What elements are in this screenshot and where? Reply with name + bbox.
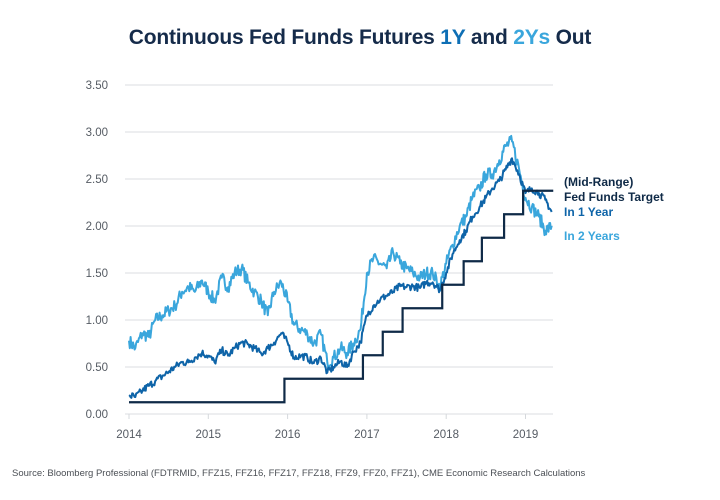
series-line-in-2-years	[128, 134, 553, 369]
x-tick-label: 2016	[275, 429, 301, 441]
title-middle: and	[465, 26, 514, 49]
y-tick-label: 3.00	[86, 127, 108, 139]
x-tick-label: 2017	[354, 429, 380, 441]
title-accent-1y: 1Y	[440, 26, 466, 49]
chart-title: Continuous Fed Funds Futures 1Y and 2Ys …	[0, 26, 720, 50]
x-tick-label: 2014	[116, 429, 142, 441]
title-suffix: Out	[550, 26, 592, 49]
x-tick-label: 2019	[513, 429, 539, 441]
x-axis: 2014 2015 2016 2017 2018 2019	[116, 414, 538, 441]
title-prefix: Continuous Fed Funds Futures	[128, 26, 441, 49]
plot-area	[128, 134, 554, 404]
legend-entry: In 1 Year	[564, 205, 613, 219]
y-tick-label: 1.00	[86, 315, 108, 327]
legend-entry: In 2 Years	[564, 229, 620, 243]
y-tick-label: 2.00	[86, 221, 108, 233]
gridlines	[125, 84, 553, 415]
y-axis: 0.00 0.50 1.00 1.50 2.00 2.50 3.00 3.50	[86, 80, 108, 421]
legend-entry: (Mid-Range)	[564, 175, 633, 189]
x-tick-label: 2018	[433, 429, 459, 441]
series-line-fed-funds-target	[129, 189, 554, 404]
y-tick-label: 1.50	[86, 268, 108, 280]
legend-entry: Fed Funds Target	[564, 190, 664, 204]
title-accent-2ys: 2Ys	[513, 26, 550, 49]
series-line-in-1-year	[128, 157, 553, 399]
y-tick-label: 2.50	[86, 174, 108, 186]
y-tick-label: 0.00	[86, 409, 108, 421]
y-tick-label: 0.50	[86, 362, 108, 374]
x-tick-label: 2015	[196, 429, 222, 441]
source-note: Source: Bloomberg Professional (FDTRMID,…	[12, 468, 586, 479]
y-tick-label: 3.50	[86, 80, 108, 92]
